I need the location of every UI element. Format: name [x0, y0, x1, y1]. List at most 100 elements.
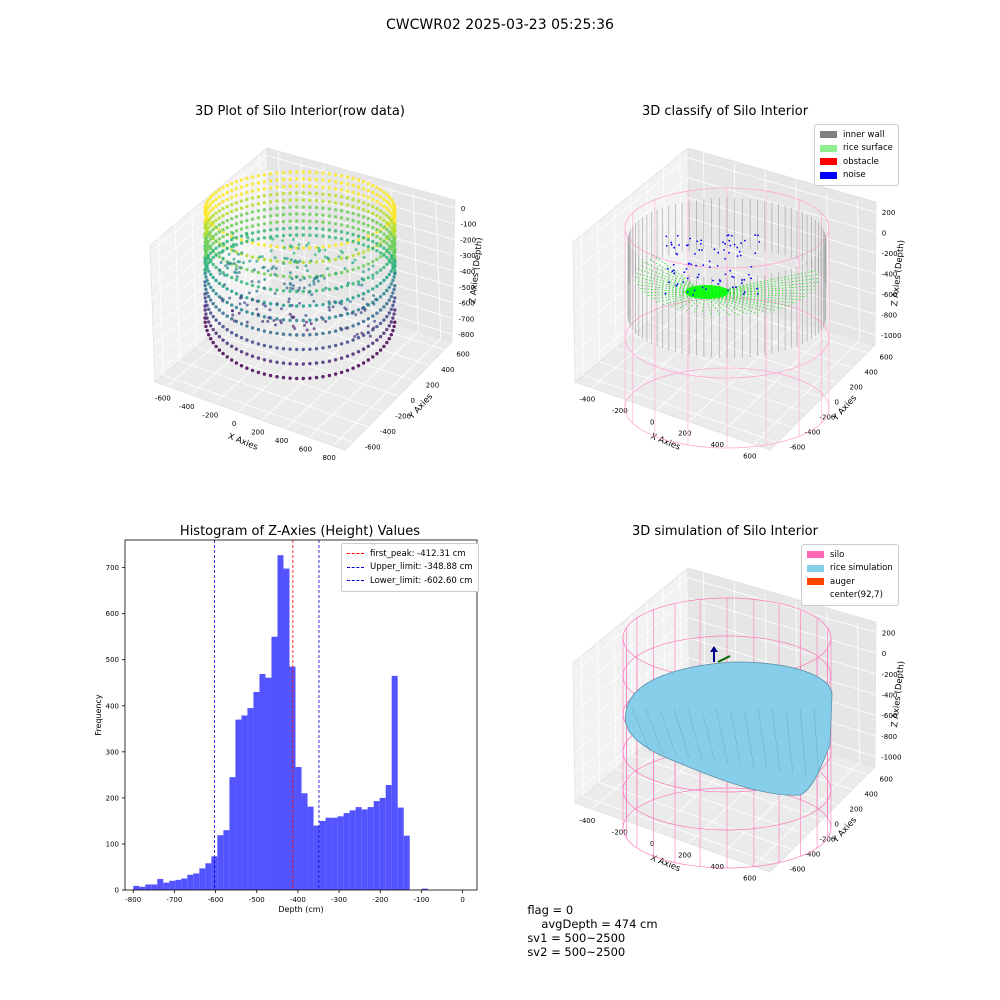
y-tick-label: 0: [835, 399, 839, 407]
data-point: [366, 317, 370, 321]
histogram-bar: [145, 884, 152, 890]
noise-point: [750, 277, 752, 280]
data-point: [289, 245, 293, 249]
grid-line: [688, 177, 876, 234]
data-point: [219, 261, 223, 264]
data-point: [361, 187, 366, 191]
data-point: [275, 288, 279, 292]
noise-point: [676, 283, 679, 285]
data-point: [262, 372, 267, 376]
data-point: [351, 267, 355, 272]
y-tick-label: 100: [106, 840, 119, 848]
data-point: [351, 338, 355, 342]
data-point: [366, 188, 370, 193]
data-point: [333, 201, 338, 205]
data-point: [268, 258, 273, 263]
data-point: [279, 307, 283, 311]
raw-plot-title: 3D Plot of Silo Interior(row data): [195, 104, 405, 119]
data-point: [361, 243, 366, 247]
data-point: [371, 218, 375, 223]
data-point: [366, 330, 370, 335]
data-point: [239, 238, 244, 242]
data-point: [250, 241, 255, 245]
noise-point: [713, 248, 716, 251]
data-point: [362, 255, 366, 259]
data-point: [256, 188, 261, 192]
grid-line: [615, 348, 808, 413]
data-point: [366, 324, 370, 328]
y-tick-label: 400: [106, 702, 119, 710]
data-point: [321, 375, 325, 379]
noise-point: [726, 234, 729, 237]
data-point: [274, 323, 277, 327]
data-point: [327, 305, 331, 309]
legend-item-center: center(92,7): [807, 589, 893, 603]
y-tick-label: 200: [850, 806, 863, 814]
data-point: [319, 274, 323, 278]
data-point: [207, 197, 211, 202]
data-point: [393, 268, 397, 272]
data-point: [281, 318, 286, 322]
data-point: [250, 196, 255, 200]
grid-line: [271, 261, 453, 319]
data-point: [387, 202, 391, 206]
noise-point: [682, 281, 685, 284]
data-point: [375, 351, 379, 356]
grid-line: [733, 162, 737, 303]
histogram-bar: [361, 809, 368, 890]
legend-label: auger: [830, 576, 855, 587]
data-point: [228, 296, 232, 300]
data-point: [321, 331, 325, 336]
z-tick-label: -700: [459, 315, 475, 323]
data-point: [339, 242, 344, 246]
data-point: [361, 361, 366, 365]
data-point: [375, 200, 379, 204]
histogram-title: Histogram of Z-Axies (Height) Values: [179, 524, 421, 539]
data-point: [239, 185, 244, 189]
noise-point: [754, 252, 757, 255]
data-point: [371, 239, 375, 244]
data-point: [301, 191, 305, 195]
data-point: [255, 307, 259, 311]
data-point: [239, 350, 244, 354]
data-point: [339, 326, 343, 330]
grid-line: [213, 333, 399, 397]
data-point: [333, 358, 338, 362]
data-point: [385, 288, 389, 293]
data-point: [387, 216, 391, 220]
data-point: [333, 222, 338, 226]
noise-point: [705, 288, 707, 290]
z-tick-label: -500: [459, 284, 475, 292]
data-point: [204, 231, 208, 235]
data-point: [333, 300, 337, 304]
x-tick-label: 400: [711, 441, 724, 449]
data-point: [205, 221, 209, 225]
data-point: [211, 227, 215, 232]
data-point: [309, 259, 313, 263]
x-tick-label: -200: [372, 896, 388, 904]
data-point: [327, 287, 332, 291]
data-point: [366, 230, 370, 235]
noise-point: [665, 245, 668, 247]
data-point: [217, 209, 222, 213]
data-point: [282, 282, 286, 286]
data-point: [353, 258, 357, 262]
data-point: [203, 284, 207, 288]
data-point: [207, 232, 211, 237]
z-tick-label: -200: [882, 250, 898, 258]
data-point: [392, 312, 396, 316]
data-point: [245, 303, 249, 307]
data-point: [248, 259, 252, 263]
noise-point: [697, 273, 700, 276]
data-point: [378, 268, 383, 272]
data-point: [314, 177, 319, 182]
data-point: [327, 273, 332, 277]
histogram-bar: [211, 856, 218, 890]
grid-line: [267, 155, 455, 209]
noise-point: [696, 240, 699, 243]
data-point: [378, 251, 383, 255]
data-point: [295, 184, 299, 188]
data-point: [389, 218, 393, 223]
data-point: [214, 318, 218, 322]
data-point: [258, 255, 262, 259]
